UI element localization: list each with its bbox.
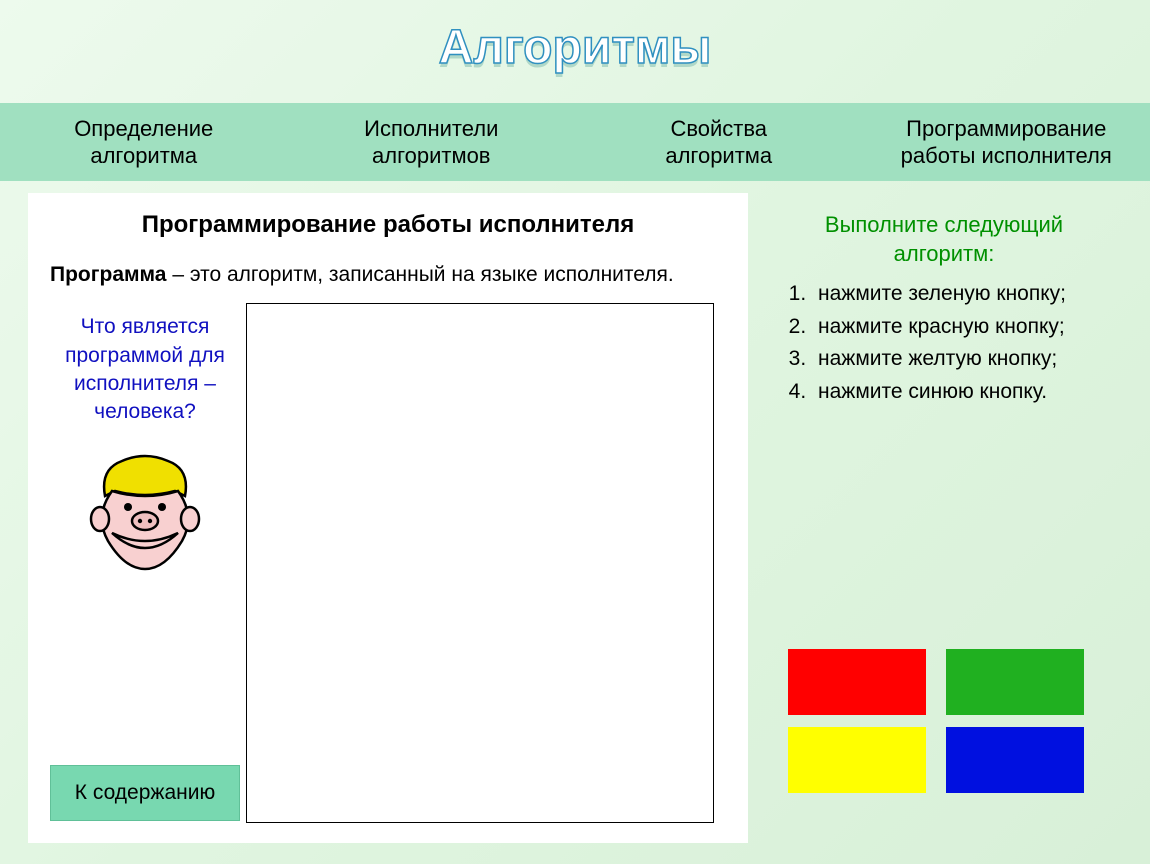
yellow-button[interactable]	[788, 727, 926, 793]
section-subtitle: Программирование работы исполнителя	[50, 211, 726, 239]
nav-item-line2: работы исполнителя	[901, 143, 1112, 168]
definition-body: – это алгоритм, записанный на языке испо…	[166, 263, 673, 286]
nav-item-line1: Свойства	[670, 116, 767, 141]
nav-item-line1: Программирование	[906, 116, 1106, 141]
instruction-step: нажмите синюю кнопку.	[812, 376, 1112, 409]
nav-item-line2: алгоритма	[665, 143, 772, 168]
definition-term: Программа	[50, 263, 166, 286]
instruction-step: нажмите красную кнопку;	[812, 311, 1112, 344]
face-icon	[80, 441, 210, 571]
instructions-list: нажмите зеленую кнопку; нажмите красную …	[776, 278, 1112, 408]
question-text: Что является программой для исполнителя …	[50, 313, 240, 426]
page-title: Алгоритмы Алгоритмы	[0, 0, 1150, 75]
nav-item-line2: алгоритма	[90, 143, 197, 168]
instruction-step: нажмите желтую кнопку;	[812, 343, 1112, 376]
right-panel: Выполните следующий алгоритм: нажмите зе…	[748, 193, 1122, 843]
title-text: Алгоритмы	[0, 20, 1150, 75]
color-button-grid	[788, 649, 1084, 793]
back-to-contents-button[interactable]: К содержанию	[50, 765, 240, 821]
blue-button[interactable]	[946, 727, 1084, 793]
nav-item-line1: Определение	[74, 116, 213, 141]
nav-item-properties[interactable]: Свойства алгоритма	[575, 109, 863, 176]
nav-item-line1: Исполнители	[364, 116, 498, 141]
left-panel: Программирование работы исполнителя Прог…	[28, 193, 748, 843]
nav-item-definition[interactable]: Определение алгоритма	[0, 109, 288, 176]
nav-item-programming[interactable]: Программирование работы исполнителя	[863, 109, 1150, 176]
definition-text: Программа – это алгоритм, записанный на …	[50, 261, 726, 289]
nav-item-line2: алгоритмов	[372, 143, 491, 168]
nav-item-executors[interactable]: Исполнители алгоритмов	[288, 109, 576, 176]
content-area: Программирование работы исполнителя Прог…	[28, 193, 1122, 843]
green-button[interactable]	[946, 649, 1084, 715]
instruction-step: нажмите зеленую кнопку;	[812, 278, 1112, 311]
content-placeholder	[246, 303, 714, 823]
instructions-title: Выполните следующий алгоритм:	[776, 211, 1112, 268]
nav-bar: Определение алгоритма Исполнители алгори…	[0, 103, 1150, 181]
red-button[interactable]	[788, 649, 926, 715]
face-illustration	[50, 441, 240, 576]
